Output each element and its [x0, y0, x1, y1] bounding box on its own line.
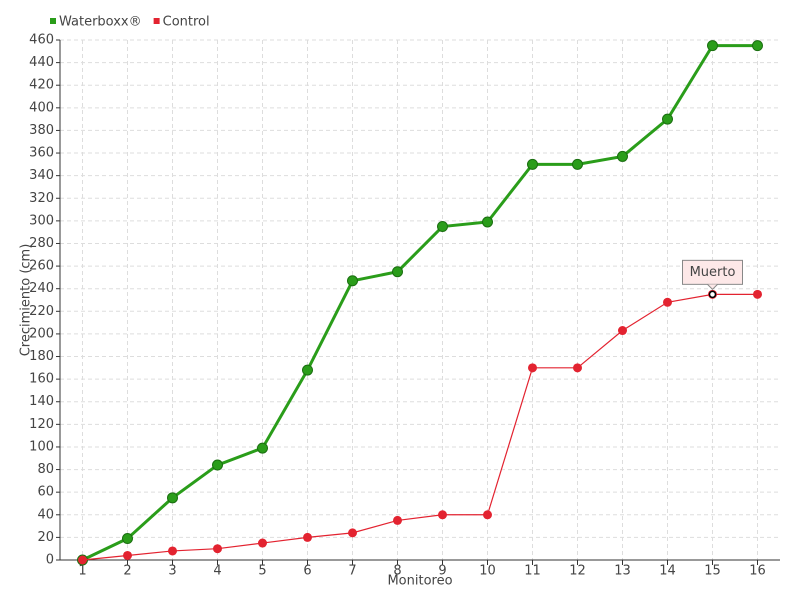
y-tick-label: 60: [37, 485, 54, 500]
data-point: [482, 216, 493, 228]
y-tick-label: 0: [46, 553, 54, 568]
x-tick-label: 6: [303, 564, 311, 579]
y-tick-label: 100: [29, 439, 54, 454]
data-point: [617, 150, 628, 162]
x-tick-label: 16: [749, 564, 766, 579]
data-point: [393, 515, 402, 525]
x-tick-label: 8: [393, 564, 401, 579]
y-tick-label: 460: [29, 33, 54, 48]
data-point: [437, 221, 448, 233]
data-point: [483, 510, 492, 520]
legend-swatch: [153, 18, 160, 24]
data-point: [707, 40, 718, 52]
data-point: [258, 538, 267, 548]
legend-label: Waterboxx®: [59, 15, 142, 30]
data-point: [347, 275, 358, 287]
x-tick-label: 12: [569, 564, 586, 579]
data-point: [528, 363, 537, 373]
data-point: [392, 266, 403, 278]
data-point: [663, 297, 672, 307]
data-point: [167, 492, 178, 504]
data-point: [257, 442, 268, 454]
y-tick-label: 420: [29, 78, 54, 93]
legend-swatch: [50, 18, 56, 24]
data-point: [168, 546, 177, 556]
y-tick-label: 240: [29, 281, 54, 296]
y-tick-label: 280: [29, 236, 54, 251]
data-point: [753, 289, 762, 299]
y-tick-label: 80: [37, 462, 54, 477]
data-point: [752, 40, 763, 52]
y-tick-label: 220: [29, 304, 54, 319]
data-point: [573, 363, 582, 373]
data-point: [527, 158, 538, 170]
y-axis-label: Crecimiento (cm): [19, 244, 34, 357]
data-point: [662, 113, 673, 125]
x-tick-label: 9: [438, 564, 446, 579]
data-point: [212, 459, 223, 471]
x-axis-label: Monitoreo: [387, 574, 452, 589]
legend-label: Control: [163, 15, 210, 30]
y-tick-label: 340: [29, 168, 54, 183]
y-tick-label: 300: [29, 213, 54, 228]
y-tick-label: 140: [29, 394, 54, 409]
series-line: [81, 44, 758, 562]
annotation-marker: [708, 290, 717, 299]
x-tick-label: 11: [524, 564, 541, 579]
data-point: [572, 158, 583, 170]
x-tick-label: 5: [258, 564, 266, 579]
y-tick-label: 260: [29, 259, 54, 274]
series-line: [82, 293, 758, 561]
y-tick-label: 400: [29, 100, 54, 115]
data-point: [348, 528, 357, 538]
x-tick-label: 2: [123, 564, 131, 579]
y-tick-label: 440: [29, 55, 54, 70]
data-point: [438, 510, 447, 520]
data-point: [122, 533, 133, 545]
y-tick-label: 40: [37, 507, 54, 522]
x-tick-label: 15: [704, 564, 721, 579]
x-tick-label: 3: [168, 564, 176, 579]
x-tick-label: 14: [659, 564, 676, 579]
data-point: [213, 544, 222, 554]
x-tick-label: 1: [78, 564, 86, 579]
data-point: [302, 364, 313, 376]
x-tick-label: 10: [479, 564, 496, 579]
y-tick-label: 120: [29, 417, 54, 432]
x-tick-label: 7: [348, 564, 356, 579]
annotation: Muerto: [682, 259, 743, 299]
y-tick-label: 160: [29, 372, 54, 387]
data-point: [123, 550, 132, 560]
y-tick-label: 380: [29, 123, 54, 138]
x-tick-label: 4: [213, 564, 221, 579]
annotation-box: [682, 259, 743, 285]
data-point: [303, 532, 312, 542]
annotation-text: Muerto: [690, 265, 736, 280]
data-point: [618, 326, 627, 336]
y-tick-label: 180: [29, 349, 54, 364]
y-tick-label: 360: [29, 146, 54, 161]
y-tick-label: 200: [29, 326, 54, 341]
data-point: [78, 555, 87, 565]
annotation-pointer: [707, 283, 718, 291]
x-tick-label: 13: [614, 564, 631, 579]
y-tick-label: 320: [29, 191, 54, 206]
y-tick-label: 20: [37, 530, 54, 545]
